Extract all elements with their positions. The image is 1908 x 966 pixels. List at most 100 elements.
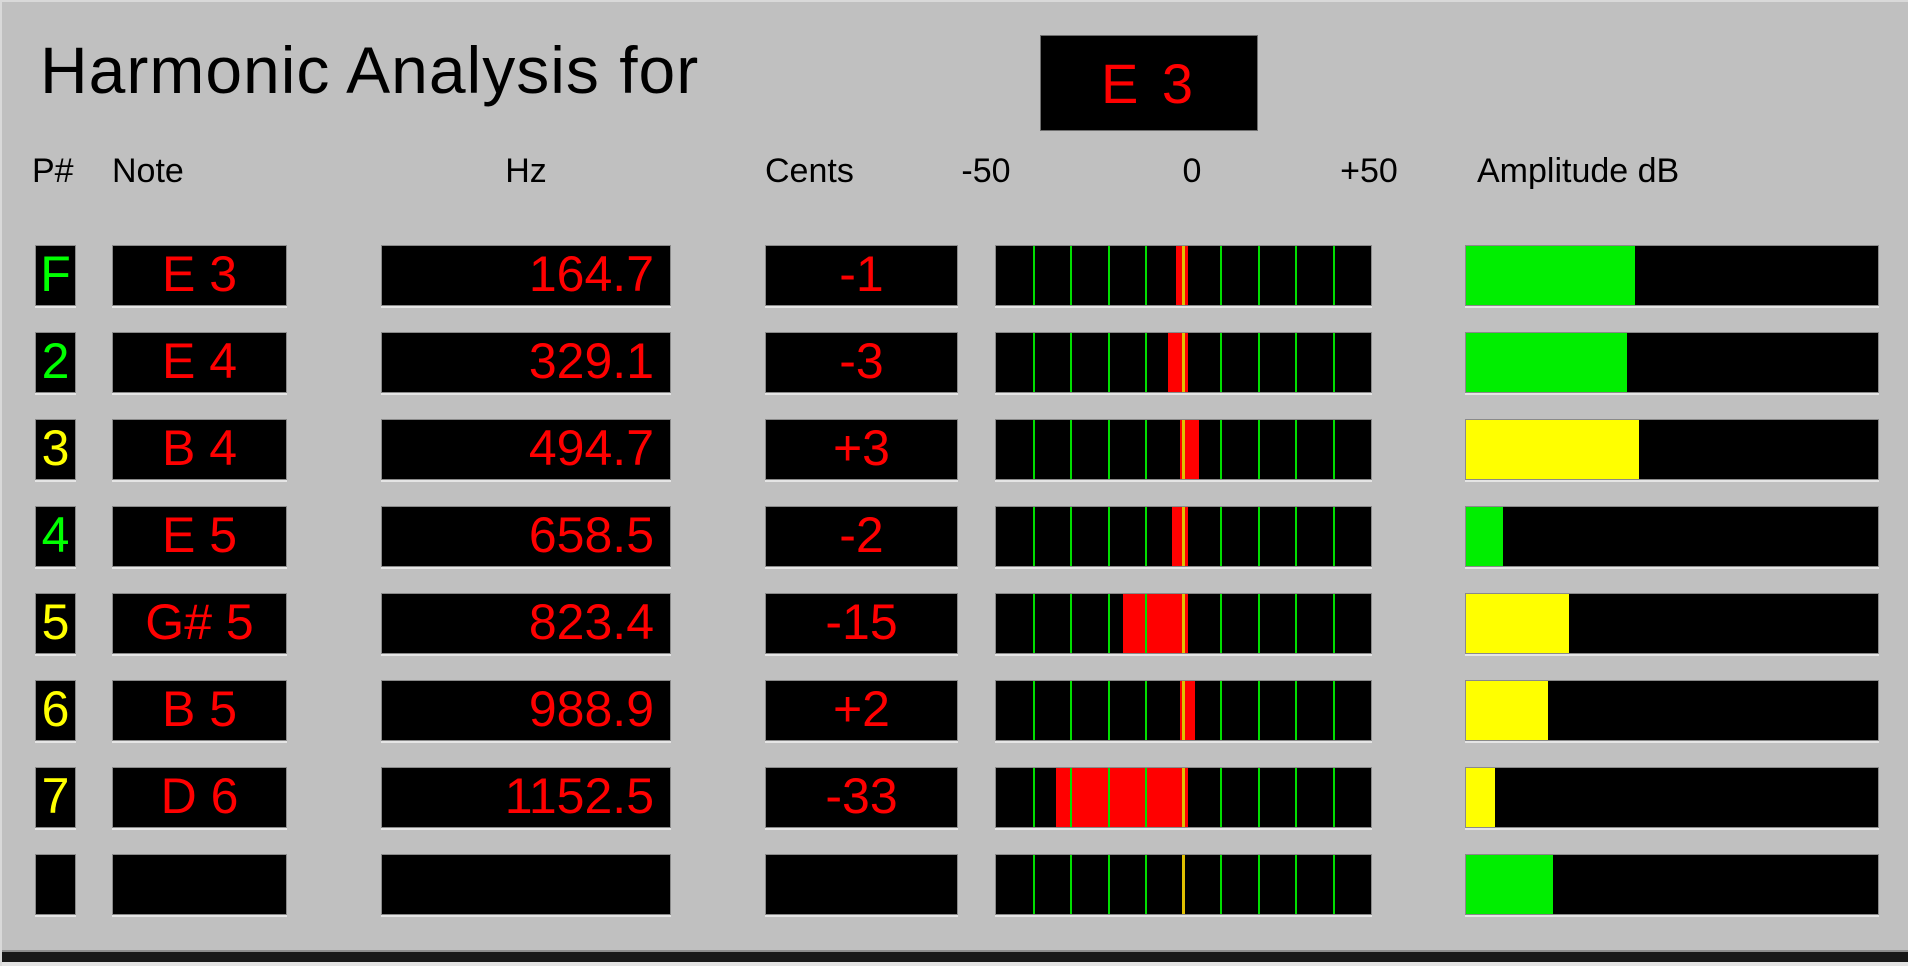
- partial-number-value: 2: [41, 333, 70, 389]
- cents-gridline: [1257, 594, 1260, 653]
- cents-gridline: [1070, 420, 1072, 479]
- note-box: E 5: [112, 506, 287, 567]
- amplitude-fill: [1466, 246, 1635, 305]
- column-header-note: Note: [112, 152, 184, 190]
- cents-gridline: [1220, 246, 1222, 305]
- cents-gridline: [1332, 246, 1335, 305]
- cents-gridline: [1107, 594, 1110, 653]
- cents-gridline: [1145, 246, 1147, 305]
- zero-cents-line: [1182, 420, 1185, 479]
- cents-value: -1: [839, 246, 884, 302]
- cents-gridline: [1032, 333, 1035, 392]
- cents-value: -2: [839, 507, 884, 563]
- cents-box: -3: [765, 332, 958, 393]
- cents-deviation-meter: [995, 854, 1372, 915]
- cents-gridline: [1070, 594, 1072, 653]
- cents-box: -33: [765, 767, 958, 828]
- frequency-value: 164.7: [528, 246, 654, 302]
- cents-value: -33: [825, 768, 898, 824]
- cents-marker: [1123, 594, 1188, 653]
- frequency-value: 988.9: [528, 681, 654, 737]
- cents-box: +3: [765, 419, 958, 480]
- cents-gridline: [1220, 420, 1222, 479]
- cents-gridline: [1295, 681, 1297, 740]
- note-value: G# 5: [145, 594, 254, 650]
- cents-scale-max-label: +50: [1340, 152, 1398, 190]
- cents-deviation-meter: [995, 506, 1372, 567]
- cents-gridline: [1070, 768, 1072, 827]
- cents-gridline: [1070, 333, 1072, 392]
- partial-number-value: 3: [41, 420, 70, 476]
- window-bottom-edge: [2, 950, 1908, 966]
- cents-gridline: [1257, 507, 1260, 566]
- column-header-partial-number: P#: [32, 152, 74, 190]
- partial-number-value: 4: [41, 507, 70, 563]
- cents-scale-zero-label: 0: [1182, 152, 1202, 190]
- note-value: E 3: [161, 246, 238, 302]
- cents-gridline: [1220, 855, 1222, 914]
- frequency-value: 494.7: [528, 420, 654, 476]
- zero-cents-line: [1182, 507, 1185, 566]
- frequency-box: 1152.5: [381, 767, 671, 828]
- cents-gridline: [1295, 594, 1297, 653]
- cents-gridline: [1295, 246, 1297, 305]
- cents-value: +3: [832, 420, 890, 476]
- zero-cents-line: [1182, 855, 1185, 914]
- note-box: B 4: [112, 419, 287, 480]
- column-header-hz: Hz: [505, 152, 547, 190]
- amplitude-meter: [1465, 506, 1879, 567]
- cents-gridline: [1107, 246, 1110, 305]
- cents-gridline: [1257, 855, 1260, 914]
- note-box: D 6: [112, 767, 287, 828]
- cents-gridline: [1295, 507, 1297, 566]
- cents-gridline: [1220, 768, 1222, 827]
- cents-box: -1: [765, 245, 958, 306]
- frequency-value: 823.4: [528, 594, 654, 650]
- note-box: [112, 854, 287, 915]
- current-note-value: E 3: [1100, 51, 1198, 115]
- cents-gridline: [1145, 594, 1147, 653]
- cents-gridline: [1145, 768, 1147, 827]
- note-value: E 5: [161, 507, 238, 563]
- cents-gridline: [1070, 855, 1072, 914]
- cents-deviation-meter: [995, 245, 1372, 306]
- zero-cents-line: [1182, 333, 1185, 392]
- current-note-display: E 3: [1040, 35, 1258, 131]
- cents-gridline: [1257, 681, 1260, 740]
- partial-number-value: 6: [41, 681, 70, 737]
- cents-gridline: [1107, 333, 1110, 392]
- cents-gridline: [1032, 594, 1035, 653]
- cents-gridline: [1070, 507, 1072, 566]
- cents-gridline: [1332, 507, 1335, 566]
- cents-marker: [1055, 768, 1188, 827]
- frequency-box: 164.7: [381, 245, 671, 306]
- frequency-box: [381, 854, 671, 915]
- partial-number-box: 3: [35, 419, 76, 480]
- cents-gridline: [1257, 333, 1260, 392]
- cents-value: -15: [825, 594, 898, 650]
- cents-gridline: [1032, 420, 1035, 479]
- cents-gridline: [1145, 855, 1147, 914]
- zero-cents-line: [1182, 681, 1185, 740]
- cents-gridline: [1295, 768, 1297, 827]
- cents-gridline: [1070, 246, 1072, 305]
- cents-deviation-meter: [995, 767, 1372, 828]
- cents-deviation-meter: [995, 593, 1372, 654]
- cents-gridline: [1107, 855, 1110, 914]
- cents-marker: [1172, 507, 1188, 566]
- frequency-value: 658.5: [528, 507, 654, 563]
- cents-box: [765, 854, 958, 915]
- amplitude-meter: [1465, 593, 1879, 654]
- cents-gridline: [1332, 855, 1335, 914]
- frequency-box: 329.1: [381, 332, 671, 393]
- frequency-box: 988.9: [381, 680, 671, 741]
- partial-number-box: F: [35, 245, 76, 306]
- amplitude-fill: [1466, 333, 1627, 392]
- cents-deviation-meter: [995, 419, 1372, 480]
- note-value: B 5: [161, 681, 238, 737]
- amplitude-meter: [1465, 680, 1879, 741]
- cents-gridline: [1145, 420, 1147, 479]
- note-box: E 3: [112, 245, 287, 306]
- cents-gridline: [1032, 768, 1035, 827]
- cents-marker: [1175, 246, 1188, 305]
